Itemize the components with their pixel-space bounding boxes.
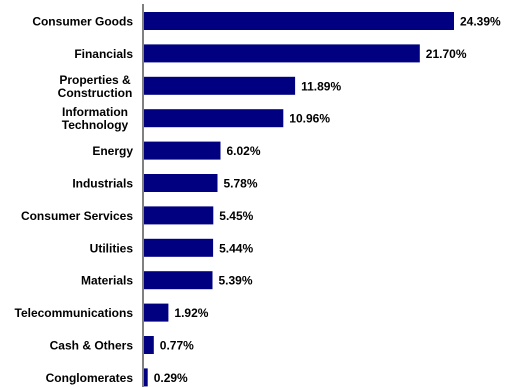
bar-7: [144, 238, 214, 257]
value-label-3: 10.96%: [289, 112, 330, 126]
bar-3: [144, 109, 284, 128]
value-label-8: 5.39%: [219, 274, 253, 288]
value-label-5: 5.78%: [224, 177, 258, 191]
bar-8: [144, 271, 213, 290]
value-label-10: 0.77%: [160, 339, 194, 353]
category-label-1: Financials: [74, 47, 133, 61]
bar-10: [144, 336, 154, 354]
value-label-4: 6.02%: [227, 144, 261, 158]
value-label-0: 24.39%: [460, 15, 501, 29]
bar-9: [144, 303, 169, 322]
bar-5: [144, 174, 218, 192]
category-label-6: Consumer Services: [21, 209, 133, 223]
bar-2: [144, 76, 296, 95]
value-label-2: 11.89%: [301, 79, 341, 93]
bar-11: [144, 368, 148, 387]
value-label-11: 0.29%: [154, 371, 188, 385]
category-label-0: Consumer Goods: [32, 15, 133, 29]
value-label-7: 5.44%: [219, 241, 253, 255]
category-label-5: Industrials: [72, 177, 133, 191]
category-label-3: Information Technology: [62, 105, 129, 132]
category-label-7: Utilities: [90, 241, 134, 255]
value-label-6: 5.45%: [219, 209, 253, 223]
value-label-9: 1.92%: [174, 306, 208, 320]
bar-1: [144, 44, 420, 63]
category-label-4: Energy: [92, 144, 133, 158]
value-label-1: 21.70%: [426, 47, 467, 61]
category-label-2: Properties & Construction: [58, 73, 133, 100]
category-label-9: Telecommunications: [15, 306, 134, 320]
category-label-8: Materials: [81, 274, 133, 288]
bar-6: [144, 206, 214, 225]
category-label-10: Cash & Others: [50, 339, 134, 353]
bar-4: [144, 141, 221, 160]
bar-0: [144, 12, 454, 30]
category-label-11: Conglomerates: [46, 371, 134, 385]
